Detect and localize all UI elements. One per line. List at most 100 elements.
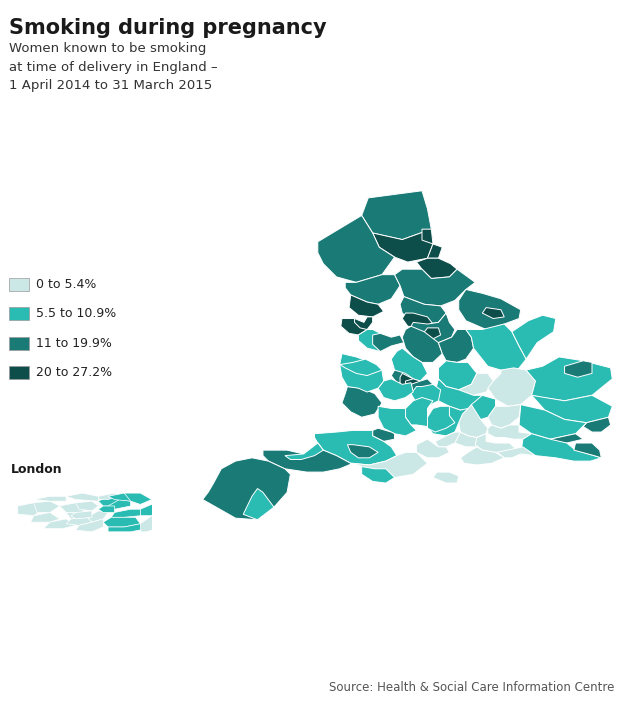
Polygon shape — [416, 439, 449, 458]
Polygon shape — [439, 361, 477, 390]
Polygon shape — [103, 517, 140, 527]
Polygon shape — [31, 512, 60, 522]
Polygon shape — [439, 329, 474, 362]
Polygon shape — [285, 443, 323, 460]
Polygon shape — [44, 519, 76, 529]
Text: Smoking during pregnancy: Smoking during pregnancy — [9, 18, 327, 37]
Polygon shape — [565, 361, 592, 377]
Polygon shape — [34, 501, 60, 512]
Text: 0 to 5.4%: 0 to 5.4% — [36, 278, 96, 291]
Polygon shape — [314, 430, 397, 465]
Polygon shape — [422, 229, 433, 244]
Polygon shape — [358, 329, 391, 352]
Polygon shape — [459, 404, 488, 437]
Text: 5.5 to 10.9%: 5.5 to 10.9% — [36, 307, 116, 320]
Polygon shape — [76, 519, 103, 532]
Polygon shape — [60, 503, 87, 512]
Text: London: London — [11, 463, 63, 476]
Polygon shape — [348, 444, 378, 458]
Polygon shape — [406, 397, 433, 427]
Polygon shape — [76, 501, 99, 511]
Polygon shape — [400, 297, 446, 324]
Polygon shape — [448, 432, 486, 447]
Polygon shape — [488, 404, 520, 428]
Polygon shape — [427, 244, 442, 258]
Polygon shape — [400, 373, 422, 392]
Polygon shape — [17, 503, 44, 516]
Polygon shape — [471, 395, 495, 419]
Polygon shape — [124, 493, 152, 505]
Polygon shape — [459, 373, 494, 395]
Polygon shape — [435, 379, 486, 410]
Text: 20 to 27.2%: 20 to 27.2% — [36, 366, 112, 379]
Polygon shape — [87, 511, 108, 522]
Polygon shape — [482, 307, 504, 319]
Polygon shape — [66, 493, 99, 501]
Text: 11 to 19.9%: 11 to 19.9% — [36, 337, 112, 350]
Polygon shape — [422, 328, 441, 339]
Polygon shape — [373, 428, 394, 442]
Polygon shape — [71, 511, 92, 519]
Polygon shape — [512, 315, 556, 359]
Polygon shape — [108, 500, 130, 509]
Polygon shape — [140, 505, 157, 516]
Polygon shape — [466, 324, 526, 370]
Polygon shape — [394, 269, 475, 306]
Polygon shape — [574, 443, 602, 458]
Polygon shape — [427, 406, 468, 436]
Polygon shape — [433, 472, 459, 483]
Polygon shape — [341, 319, 367, 335]
Polygon shape — [362, 467, 394, 483]
Polygon shape — [243, 489, 274, 519]
Polygon shape — [497, 447, 535, 458]
Polygon shape — [108, 493, 135, 501]
Polygon shape — [203, 458, 290, 519]
Polygon shape — [373, 333, 404, 352]
Polygon shape — [378, 379, 413, 401]
Polygon shape — [353, 452, 427, 477]
Polygon shape — [140, 516, 157, 532]
Polygon shape — [406, 379, 422, 390]
Polygon shape — [402, 313, 433, 328]
Polygon shape — [475, 434, 523, 452]
Polygon shape — [108, 524, 147, 532]
Polygon shape — [362, 191, 431, 239]
Polygon shape — [99, 496, 119, 506]
Polygon shape — [354, 317, 373, 329]
Polygon shape — [99, 506, 115, 512]
Polygon shape — [318, 216, 394, 282]
Polygon shape — [373, 229, 433, 262]
Polygon shape — [66, 517, 92, 525]
Polygon shape — [488, 368, 535, 406]
Polygon shape — [34, 496, 66, 501]
Polygon shape — [339, 354, 384, 392]
Polygon shape — [391, 348, 427, 383]
Text: Women known to be smoking
at time of delivery in England –
1 April 2014 to 31 Ma: Women known to be smoking at time of del… — [9, 42, 218, 92]
Polygon shape — [488, 425, 532, 439]
Polygon shape — [411, 384, 441, 406]
Polygon shape — [345, 274, 400, 304]
Polygon shape — [427, 406, 455, 432]
Polygon shape — [519, 404, 587, 439]
Polygon shape — [339, 359, 382, 376]
Polygon shape — [391, 370, 413, 383]
Polygon shape — [111, 509, 140, 517]
Polygon shape — [583, 417, 611, 432]
Polygon shape — [378, 406, 416, 436]
Polygon shape — [402, 326, 442, 362]
Polygon shape — [411, 313, 455, 343]
Polygon shape — [435, 432, 461, 447]
Text: Source: Health & Social Care Information Centre: Source: Health & Social Care Information… — [329, 680, 615, 694]
Polygon shape — [461, 447, 504, 465]
Polygon shape — [342, 387, 382, 417]
Polygon shape — [526, 357, 612, 401]
Polygon shape — [411, 379, 433, 395]
Polygon shape — [99, 493, 119, 500]
Polygon shape — [550, 434, 583, 443]
Polygon shape — [349, 295, 384, 317]
Polygon shape — [416, 258, 457, 279]
Polygon shape — [520, 434, 602, 461]
Polygon shape — [532, 395, 612, 423]
Polygon shape — [263, 443, 353, 472]
Polygon shape — [459, 289, 520, 329]
